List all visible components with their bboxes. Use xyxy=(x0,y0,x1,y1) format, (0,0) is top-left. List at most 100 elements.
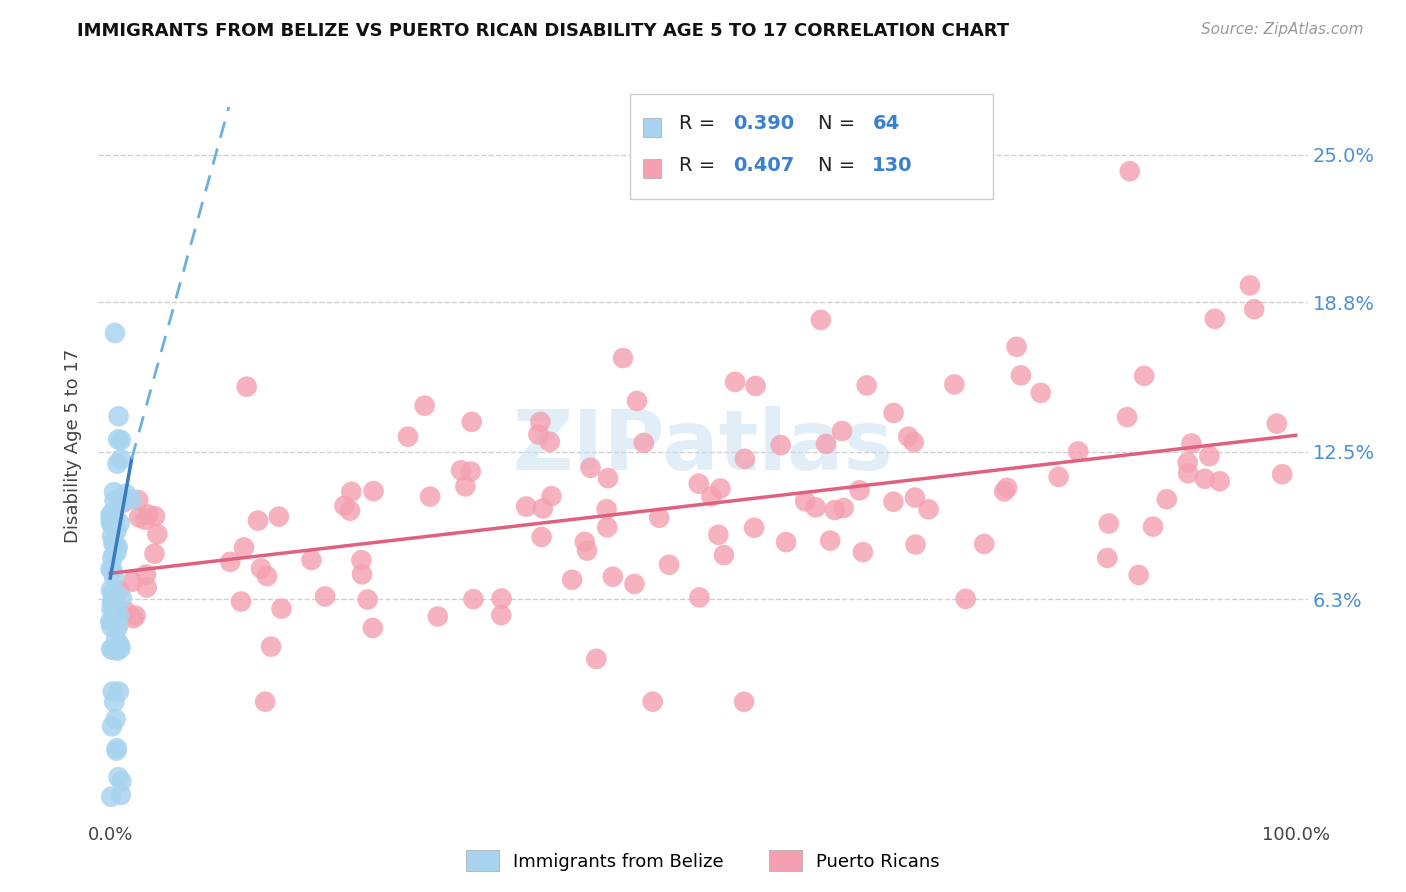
Point xyxy=(267,509,290,524)
Point xyxy=(531,501,554,516)
Point xyxy=(917,502,939,516)
Point xyxy=(104,326,127,340)
Point xyxy=(1119,164,1142,178)
Point xyxy=(1156,492,1178,507)
Point xyxy=(576,543,599,558)
Point xyxy=(101,614,124,628)
Point xyxy=(108,638,131,652)
Point xyxy=(110,433,132,447)
Point xyxy=(454,479,477,493)
Point xyxy=(103,571,125,585)
Point xyxy=(229,594,252,608)
Point xyxy=(350,553,373,567)
Point xyxy=(626,393,648,408)
Point xyxy=(112,495,135,509)
Point xyxy=(1177,467,1199,481)
Point xyxy=(450,463,472,477)
Point xyxy=(1271,467,1294,482)
Point xyxy=(818,533,841,548)
Point xyxy=(1133,368,1156,383)
Point xyxy=(136,508,159,522)
Point xyxy=(883,406,905,420)
Point xyxy=(122,611,145,625)
Point xyxy=(110,641,132,656)
Point xyxy=(1067,444,1090,458)
Point xyxy=(1142,519,1164,533)
Point xyxy=(100,789,122,804)
Point xyxy=(848,483,870,498)
Point xyxy=(1198,449,1220,463)
Point xyxy=(333,499,356,513)
Point xyxy=(688,476,710,491)
Point xyxy=(128,510,150,524)
Point xyxy=(943,377,966,392)
Point xyxy=(426,609,449,624)
Point xyxy=(103,533,125,547)
Point xyxy=(103,548,125,562)
Point xyxy=(104,597,127,611)
Point xyxy=(246,514,269,528)
Point xyxy=(104,539,127,553)
Point xyxy=(1265,417,1288,431)
Point xyxy=(527,427,550,442)
Point xyxy=(832,501,855,516)
Point xyxy=(121,574,143,589)
Point xyxy=(105,743,128,757)
Point xyxy=(538,434,561,449)
Point xyxy=(658,558,681,572)
Point xyxy=(363,484,385,499)
Point xyxy=(530,530,553,544)
Point xyxy=(103,607,125,621)
Point xyxy=(561,573,583,587)
Text: 0.390: 0.390 xyxy=(734,114,794,133)
Point xyxy=(110,788,132,802)
Point xyxy=(1029,385,1052,400)
Point xyxy=(110,452,132,467)
Point xyxy=(744,379,766,393)
Legend: Immigrants from Belize, Puerto Ricans: Immigrants from Belize, Puerto Ricans xyxy=(460,843,946,879)
Text: R =: R = xyxy=(679,114,721,133)
Text: 130: 130 xyxy=(872,155,912,175)
Point xyxy=(103,493,125,508)
Point xyxy=(1097,551,1119,566)
Point xyxy=(995,481,1018,495)
Point xyxy=(769,438,792,452)
Point xyxy=(100,517,122,532)
Point xyxy=(107,409,129,424)
Point xyxy=(107,770,129,784)
Point xyxy=(107,684,129,698)
Point xyxy=(110,495,132,509)
Point xyxy=(108,583,131,598)
Point xyxy=(100,508,122,523)
Point xyxy=(143,547,166,561)
Point xyxy=(515,500,537,514)
Point xyxy=(101,592,124,607)
Point xyxy=(270,601,292,615)
Point xyxy=(814,437,837,451)
Point xyxy=(419,490,441,504)
Point xyxy=(804,500,827,515)
Point xyxy=(596,471,619,485)
Point xyxy=(101,684,124,698)
Point xyxy=(1128,568,1150,582)
Point xyxy=(256,569,278,583)
Point xyxy=(101,596,124,610)
Point xyxy=(101,506,124,520)
Point xyxy=(233,541,256,555)
Point xyxy=(596,520,619,534)
Point xyxy=(897,430,920,444)
Point xyxy=(235,379,257,393)
Point xyxy=(352,567,374,582)
Point xyxy=(105,619,128,633)
Point xyxy=(357,592,380,607)
Point xyxy=(301,553,323,567)
Point xyxy=(633,436,655,450)
Point xyxy=(574,534,596,549)
Point xyxy=(882,494,904,508)
Point xyxy=(103,537,125,551)
Point xyxy=(100,602,122,616)
Point xyxy=(361,621,384,635)
Point xyxy=(700,489,723,503)
Point xyxy=(1116,410,1139,425)
Point xyxy=(100,562,122,576)
